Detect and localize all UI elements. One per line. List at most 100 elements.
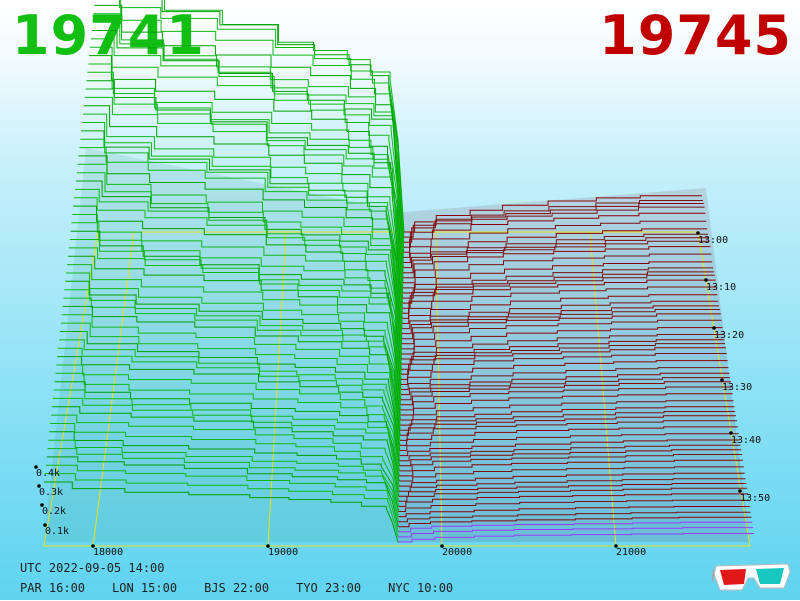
bid-depth-line	[60, 322, 401, 446]
time-info: UTC 2022-09-05 14:00 PAR 16:00 LON 15:00 B…	[20, 561, 480, 601]
ask-depth-line	[398, 527, 754, 538]
city-time: NYC 10:00	[388, 581, 454, 595]
city-time: TYO 23:00	[296, 581, 362, 595]
ask-depth-line	[403, 237, 709, 274]
ask-depth-line	[403, 233, 708, 269]
bid-depth-line	[45, 464, 399, 532]
bid-depth-line	[80, 138, 403, 334]
bid-depth-line	[88, 63, 404, 288]
ask-depth-line	[401, 360, 728, 385]
bid-depth-line	[86, 80, 404, 299]
ask-depth-line	[399, 466, 744, 482]
bid-depth-line	[82, 122, 403, 324]
x-tick-label: 21000	[616, 547, 646, 558]
bid-depth-line	[84, 96, 403, 309]
bid-depth-line	[52, 397, 400, 492]
ask-depth-line	[401, 367, 729, 390]
ask-depth-line	[399, 472, 745, 487]
bid-depth-line	[69, 239, 402, 395]
ask-depth-line	[402, 279, 716, 314]
bid-depth-line	[61, 314, 401, 441]
time-tick-mark	[729, 431, 733, 435]
bid-depth-line	[59, 331, 401, 451]
x-tick-label: 19000	[268, 547, 298, 558]
ask-depth-line	[403, 228, 708, 263]
ask-depth-line	[402, 267, 714, 299]
bid-depth-line	[48, 439, 399, 517]
bid-depth-line	[85, 88, 404, 304]
utc-time: UTC 2022-09-05 14:00	[20, 561, 165, 575]
bid-depth-line	[44, 473, 399, 538]
ask-depth-line	[401, 353, 727, 380]
ask-depth-line	[398, 506, 750, 518]
time-tick-label: 13:10	[706, 282, 736, 293]
ask-depth-lines	[398, 195, 754, 543]
bid-depth-lines	[44, 0, 405, 543]
time-tick-mark	[720, 378, 724, 382]
time-tick-mark	[704, 278, 708, 282]
city-time: LON 15:00	[112, 581, 178, 595]
ask-depth-line	[403, 203, 704, 243]
ask-depth-line	[398, 521, 753, 533]
time-tick-label: 13:40	[731, 435, 761, 446]
bid-depth-line	[89, 55, 404, 283]
ask-depth-line	[400, 415, 737, 436]
bid-depth-line	[57, 356, 400, 466]
bid-depth-line	[71, 222, 402, 385]
ask-depth-line	[398, 533, 754, 543]
city-time: PAR 16:00	[20, 581, 86, 595]
bid-depth-line	[44, 481, 399, 543]
ask-depth-line	[399, 449, 742, 467]
ask-price: 19745	[599, 4, 792, 67]
ask-depth-line	[399, 444, 741, 462]
ask-depth-line	[399, 478, 746, 492]
ask-depth-line	[402, 305, 719, 335]
bid-price: 19741	[12, 4, 205, 67]
bid-depth-line	[94, 4, 405, 253]
bid-depth-line	[90, 38, 404, 273]
ask-depth-line	[400, 400, 734, 421]
bid-depth-line	[92, 21, 404, 263]
bid-depth-line	[76, 172, 403, 355]
ask-depth-line	[402, 274, 715, 309]
ask-depth-line	[400, 381, 731, 406]
depth-tick-mark	[40, 503, 44, 507]
bid-depth-line	[62, 305, 401, 436]
time-tick-mark	[696, 231, 700, 235]
bid-depth-line	[53, 389, 400, 487]
ask-depth-line	[398, 516, 752, 528]
ask-depth-line	[399, 459, 743, 477]
bid-depth-line	[90, 46, 404, 278]
ask-depth-line	[401, 343, 725, 370]
bid-depth-line	[70, 230, 402, 390]
bid-depth-line	[72, 214, 402, 380]
ask-depth-line	[403, 200, 703, 238]
ask-depth-line	[401, 313, 721, 345]
ask-depth-line	[403, 212, 706, 253]
ask-depth-line	[402, 261, 713, 294]
bid-depth-line	[50, 423, 400, 507]
bid-depth-line	[79, 147, 403, 339]
ask-depth-line	[400, 372, 730, 396]
3d-glasses-icon[interactable]	[712, 558, 792, 594]
ask-depth-line	[398, 487, 748, 502]
bid-depth-line	[77, 163, 403, 349]
time-tick-label: 13:30	[722, 382, 752, 393]
x-tick-label: 20000	[442, 547, 472, 558]
bid-depth-line	[67, 255, 402, 405]
bid-depth-line	[65, 280, 401, 421]
ask-depth-line	[398, 511, 751, 523]
depth-tick-mark	[34, 465, 38, 469]
ask-depth-line	[400, 406, 735, 426]
time-tick-label: 13:00	[698, 235, 728, 246]
bid-depth-line	[78, 155, 403, 344]
depth-fills	[44, 148, 750, 542]
ask-depth-line	[403, 220, 707, 258]
ask-depth-line	[403, 246, 711, 284]
ask-depth-line	[402, 271, 714, 304]
bid-depth-line	[55, 372, 400, 476]
x-tick-label: 18000	[93, 547, 123, 558]
bid-depth-line	[51, 414, 400, 502]
ask-depth-line	[398, 483, 747, 497]
bid-depth-line	[119, 0, 405, 243]
